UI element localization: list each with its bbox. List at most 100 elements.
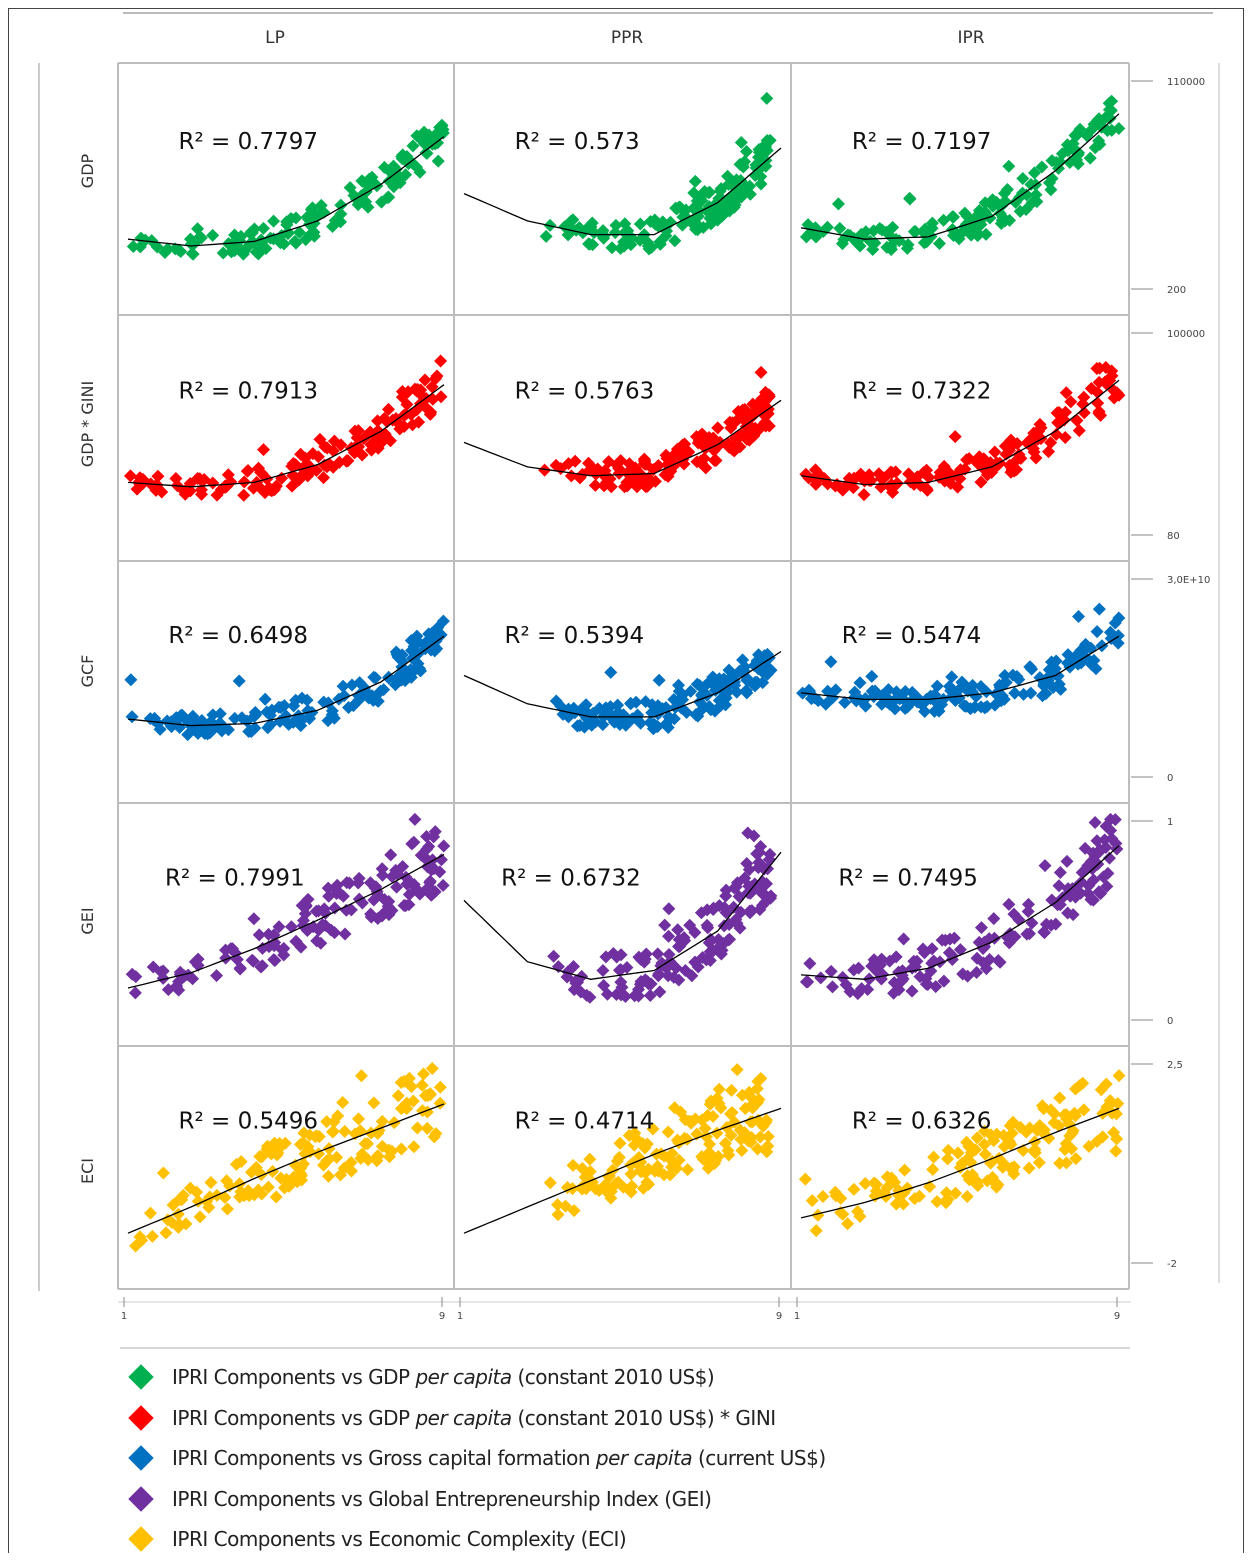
data-point-gdp_gini-lp [191,472,205,486]
data-point-gei-ipr [945,952,959,966]
data-point-eci-lp [391,1089,405,1103]
data-point-gei-ppr [547,949,561,963]
data-point-gei-ipr [991,954,1005,968]
data-point-eci-ipr [1096,1130,1110,1144]
figure-frame: LP PPR IPR GDP GDP * GINI GCF GEI ECI 110000 200 1… [8,8,1244,1553]
data-point-gcf-ipr [936,692,950,706]
data-point-gei-ppr [723,932,737,946]
data-point-eci-ppr [730,1063,744,1077]
data-point-eci-ppr [701,1108,715,1122]
data-point-gei-lp [125,967,139,981]
data-point-gdp-lp [417,125,431,139]
data-point-gcf-ipr [1087,653,1101,667]
data-point-gdp-ppr [585,216,599,230]
data-point-gdp_gini-ppr [725,441,739,455]
data-point-eci-ipr [1099,1077,1113,1091]
data-point-gei-lp [427,830,441,844]
data-point-gdp-ipr [1016,172,1030,186]
data-point-gei-ipr [1060,854,1074,868]
data-point-gei-ppr [672,933,686,947]
data-point-gcf-ppr [722,663,736,677]
data-point-eci-lp [321,1169,335,1183]
data-point-gei-lp [399,899,413,913]
data-point-gdp-lp [133,240,147,254]
legend-marker [128,1364,154,1390]
data-point-gcf-lp [377,683,391,697]
data-point-gdp-lp [267,214,281,228]
data-point-eci-lp [308,1130,322,1144]
data-point-gcf-ipr [932,704,946,718]
data-point-gcf-ipr [868,684,882,698]
legend-label-part: IPRI Components vs Global Entrepreneursh… [172,1486,712,1511]
data-point-gcf-lp [221,723,235,737]
data-point-eci-ppr [665,1146,679,1160]
data-point-gcf-lp [191,724,205,738]
trendline-gdp_gini-lp [127,384,445,488]
data-point-eci-ipr [1005,1126,1019,1140]
data-point-eci-ppr [566,1158,580,1172]
data-point-gdp_gini-lp [327,434,341,448]
data-point-eci-ppr [670,1133,684,1147]
data-point-eci-ipr [858,1176,872,1190]
data-point-gdp_gini-ipr [974,475,988,489]
r-squared-label: R² = 0.7991 [165,865,305,891]
data-point-eci-ppr [582,1178,596,1192]
data-point-gdp_gini-ipr [948,430,962,444]
data-point-gcf-ipr [930,679,944,693]
data-point-gcf-ppr [680,705,694,719]
data-point-gdp_gini-ipr [1064,395,1078,409]
data-point-gei-ppr [651,969,665,983]
data-point-gdp-ppr [566,213,580,227]
data-point-gdp-ipr [903,191,917,205]
data-point-gcf-ipr [1051,669,1065,683]
legend-label-part: IPRI Components vs Gross capital formati… [172,1446,596,1471]
data-point-gdp_gini-ipr [922,470,936,484]
data-point-eci-ppr [625,1179,639,1193]
data-point-gcf-ipr [1024,686,1038,700]
data-point-gei-ipr [1025,916,1039,930]
data-point-gcf-lp [232,674,246,688]
data-point-eci-lp [159,1226,173,1240]
data-point-eci-lp [190,1185,204,1199]
data-point-gdp_gini-lp [317,458,331,472]
r-squared-label: R² = 0.7322 [852,378,992,404]
data-point-gdp-lp [206,228,220,242]
data-point-gdp-ppr [740,144,754,158]
row-label-eci: ECI [78,1158,97,1184]
data-point-gei-lp [410,883,424,897]
data-point-gei-ipr [1007,907,1021,921]
data-point-gei-lp [186,972,200,986]
data-point-gei-ppr [606,946,620,960]
row-axis-tick-label: 2,5 [1167,1060,1183,1071]
data-point-gdp_gini-lp [434,390,448,404]
data-point-gcf-lp [367,670,381,684]
data-point-gdp_gini-lp [311,450,325,464]
data-point-gei-lp [210,969,224,983]
row-axis-tick-label: 100000 [1167,329,1205,340]
data-point-eci-lp [143,1206,157,1220]
data-point-gcf-lp [353,676,367,690]
data-point-gdp-ipr [932,237,946,251]
data-point-gdp_gini-ppr [588,478,602,492]
data-point-gdp_gini-ppr [733,429,747,443]
data-point-gei-lp [385,870,399,884]
data-point-gdp-ppr [697,187,711,201]
data-point-gei-ipr [897,932,911,946]
data-point-gcf-ppr [663,712,677,726]
data-point-gei-lp [277,941,291,955]
data-point-eci-ppr [751,1074,765,1088]
data-point-gei-ipr [1021,897,1035,911]
data-point-gdp-lp [216,246,230,260]
column-header-lp: LP [265,28,285,48]
data-point-gdp_gini-lp [237,488,251,502]
data-point-gdp_gini-ipr [1059,386,1073,400]
data-point-gdp-ppr [605,241,619,255]
data-point-gei-ipr [970,951,984,965]
data-point-eci-lp [336,1095,350,1109]
data-point-gcf-ppr [712,672,726,686]
data-point-eci-ipr [898,1163,912,1177]
data-point-gdp_gini-lp [400,397,414,411]
data-point-gdp_gini-lp [339,454,353,468]
data-point-gdp_gini-ppr [724,421,738,435]
data-point-gei-ipr [1090,834,1104,848]
